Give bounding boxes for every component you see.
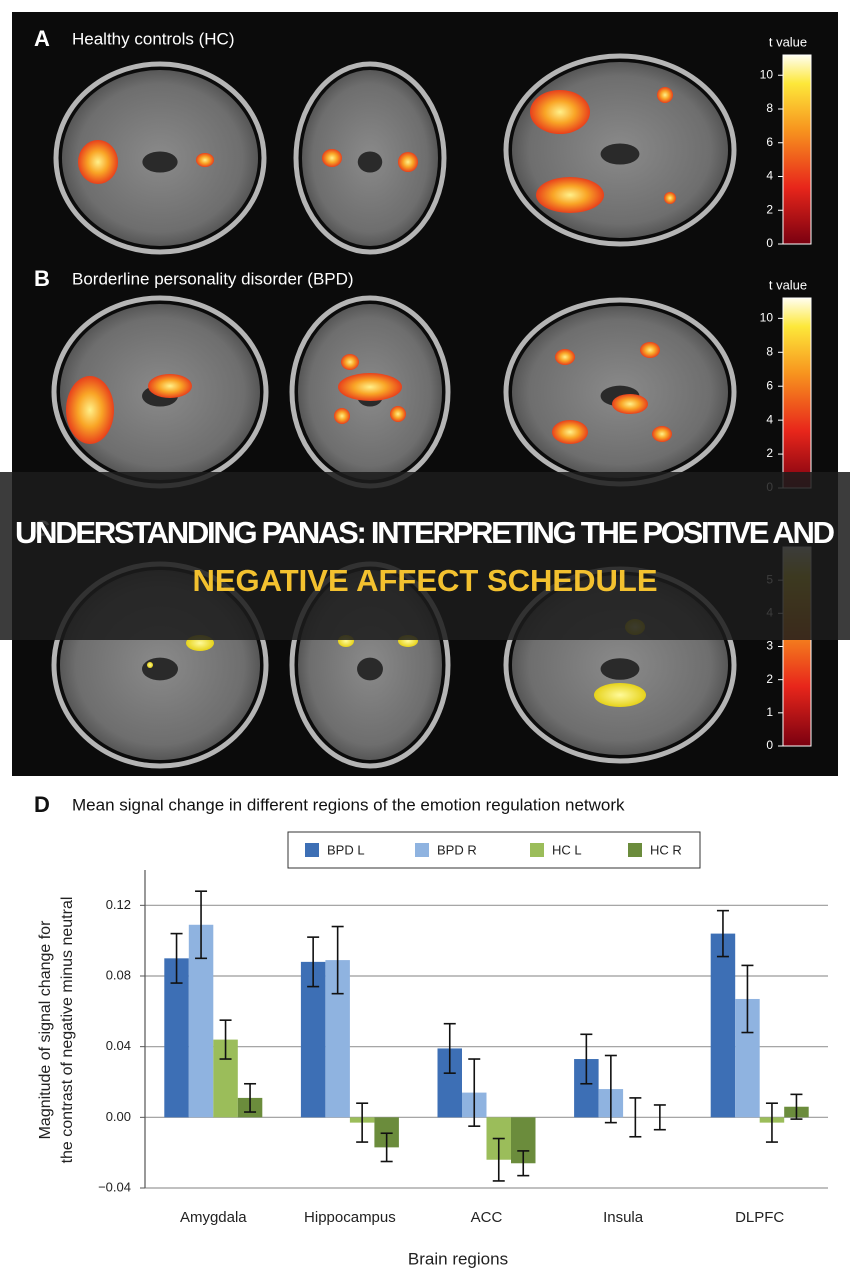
colorbar-tick-label: 1 bbox=[766, 705, 773, 719]
activation bbox=[555, 349, 575, 365]
y-tick-label: 0.04 bbox=[106, 1038, 131, 1053]
activation bbox=[338, 373, 402, 401]
activation bbox=[322, 149, 342, 167]
chart-label: D bbox=[34, 792, 50, 817]
x-axis-title: Brain regions bbox=[408, 1249, 508, 1268]
colorbar-tick-label: 3 bbox=[766, 639, 773, 653]
activation bbox=[78, 140, 118, 184]
x-tick-label: Amygdala bbox=[180, 1209, 247, 1226]
activation bbox=[640, 342, 660, 358]
y-axis-title: Magnitude of signal change for bbox=[37, 920, 54, 1139]
legend-swatch bbox=[628, 843, 642, 857]
y-tick-label: 0.00 bbox=[106, 1109, 131, 1124]
legend-swatch bbox=[305, 843, 319, 857]
legend-label: HC L bbox=[552, 842, 582, 857]
legend-swatch bbox=[415, 843, 429, 857]
x-tick-label: ACC bbox=[471, 1209, 503, 1226]
activation bbox=[664, 192, 676, 204]
legend-swatch bbox=[530, 843, 544, 857]
banner-title: NEGATIVE AFFECT SCHEDULE bbox=[192, 563, 657, 598]
colorbar-tick-label: 4 bbox=[766, 412, 773, 426]
legend-label: BPD L bbox=[327, 842, 365, 857]
y-tick-label: −0.04 bbox=[98, 1179, 131, 1194]
colorbar-tick-label: 0 bbox=[766, 738, 773, 752]
activation bbox=[552, 420, 588, 444]
banner bbox=[0, 472, 850, 640]
colorbar-title: t value bbox=[769, 277, 807, 292]
colorbar-tick-label: 4 bbox=[766, 169, 773, 183]
ventricle bbox=[142, 151, 177, 172]
activation bbox=[334, 408, 350, 424]
x-tick-label: Insula bbox=[603, 1209, 644, 1226]
activation bbox=[147, 662, 153, 668]
activation bbox=[612, 394, 648, 414]
colorbar-tick-label: 6 bbox=[766, 378, 773, 392]
y-axis-title: the contrast of negative minus neutral bbox=[59, 897, 76, 1164]
activation bbox=[390, 406, 406, 422]
ventricle bbox=[357, 658, 383, 681]
colorbar bbox=[783, 298, 811, 488]
y-tick-label: 0.12 bbox=[106, 897, 131, 912]
colorbar-tick-label: 10 bbox=[760, 311, 774, 325]
legend-label: HC R bbox=[650, 842, 682, 857]
colorbar bbox=[783, 55, 811, 244]
colorbar-tick-label: 10 bbox=[760, 67, 774, 81]
panel-title: Borderline personality disorder (BPD) bbox=[72, 269, 354, 288]
legend-label: BPD R bbox=[437, 842, 477, 857]
activation bbox=[341, 354, 359, 370]
banner-title: UNDERSTANDING PANAS: INTERPRETING THE PO… bbox=[15, 515, 835, 550]
activation bbox=[594, 683, 646, 707]
panel-title: Healthy controls (HC) bbox=[72, 29, 235, 48]
colorbar-tick-label: 8 bbox=[766, 344, 773, 358]
colorbar-title: t value bbox=[769, 34, 807, 49]
activation bbox=[66, 376, 114, 444]
activation bbox=[398, 152, 418, 172]
colorbar-tick-label: 2 bbox=[766, 202, 773, 216]
activation bbox=[196, 153, 214, 167]
chart-title: Mean signal change in different regions … bbox=[72, 795, 625, 814]
ventricle bbox=[142, 658, 178, 681]
activation bbox=[536, 177, 604, 213]
ventricle bbox=[601, 143, 640, 164]
ventricle bbox=[358, 151, 382, 172]
colorbar-tick-label: 2 bbox=[766, 672, 773, 686]
colorbar-tick-label: 2 bbox=[766, 446, 773, 460]
colorbar-tick-label: 0 bbox=[766, 236, 773, 250]
bar bbox=[711, 934, 736, 1118]
x-tick-label: Hippocampus bbox=[304, 1209, 396, 1226]
panel-label: B bbox=[34, 266, 50, 291]
activation bbox=[657, 87, 673, 103]
y-tick-label: 0.08 bbox=[106, 967, 131, 982]
x-tick-label: DLPFC bbox=[735, 1209, 784, 1226]
colorbar-tick-label: 6 bbox=[766, 135, 773, 149]
activation bbox=[652, 426, 672, 442]
activation bbox=[530, 90, 590, 134]
panel-label: A bbox=[34, 26, 50, 51]
activation bbox=[148, 374, 192, 398]
ventricle bbox=[601, 658, 640, 680]
colorbar-tick-label: 8 bbox=[766, 101, 773, 115]
